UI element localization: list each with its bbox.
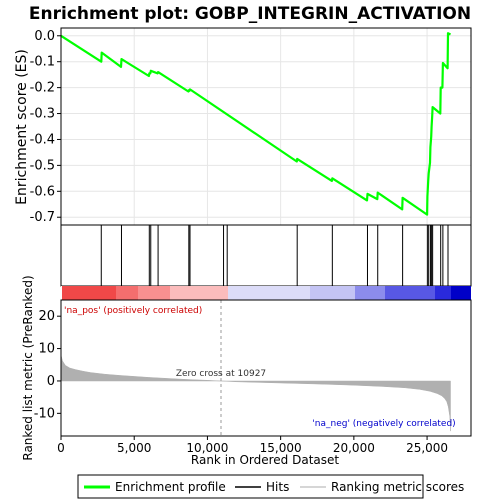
x-axis-label: Rank in Ordered Dataset — [191, 453, 339, 467]
chart-title: Enrichment plot: GOBP_INTEGRIN_ACTIVATIO… — [29, 4, 471, 24]
metric-y-axis-label: Ranked list metric (PreRanked) — [21, 275, 35, 460]
x-tick-label: 10,000 — [186, 441, 228, 455]
x-tick-label: 5,000 — [117, 441, 151, 455]
x-tick-label: 0 — [57, 441, 65, 455]
es-y-tick-label: -0.3 — [30, 107, 55, 122]
ranking-color-bar — [61, 286, 471, 300]
legend-label-hits: Hits — [266, 480, 289, 494]
zero-cross-label: Zero cross at 10927 — [176, 369, 266, 379]
legend: Enrichment profile Hits Ranking metric s… — [77, 474, 464, 499]
positive-correlation-label: 'na_pos' (positively correlated) — [64, 306, 202, 316]
ranking-metric-area — [60, 354, 451, 432]
x-axis-ticks: 0 5,000 10,000 15,000 20,000 25,000 — [57, 436, 448, 455]
ranking-metric-scores — [60, 354, 451, 432]
es-y-ticks: 0.0 -0.1 -0.2 -0.3 -0.4 -0.5 -0.6 -0.7 — [30, 29, 61, 225]
es-y-axis-label: Enrichment score (ES) — [14, 49, 30, 205]
es-y-tick-label: 0.0 — [34, 29, 55, 44]
metric-y-tick-label: 0 — [47, 374, 55, 389]
es-y-tick-label: -0.4 — [30, 132, 55, 147]
metric-y-ticks: 20 10 0 -10 — [34, 309, 61, 421]
x-tick-label: 20,000 — [333, 441, 375, 455]
legend-label-metric: Ranking metric scores — [331, 480, 464, 494]
enrichment-profile-line — [60, 32, 452, 216]
metric-y-tick-label: -10 — [34, 406, 55, 421]
legend-label-enrichment: Enrichment profile — [115, 480, 226, 494]
es-line-group — [60, 32, 452, 216]
es-y-tick-label: -0.6 — [30, 184, 55, 199]
metric-y-tick-label: 20 — [38, 309, 55, 324]
x-tick-label: 15,000 — [260, 441, 302, 455]
es-y-tick-label: -0.1 — [30, 55, 55, 70]
metric-panel-frame — [60, 299, 472, 437]
x-tick-label: 25,000 — [406, 441, 448, 455]
es-y-tick-label: -0.5 — [30, 158, 55, 173]
hits-group — [100, 225, 449, 286]
metric-y-tick-label: 10 — [38, 342, 55, 357]
es-y-tick-label: -0.7 — [30, 210, 55, 225]
negative-correlation-label: 'na_neg' (negatively correlated) — [312, 419, 455, 429]
es-y-tick-label: -0.2 — [30, 81, 55, 96]
